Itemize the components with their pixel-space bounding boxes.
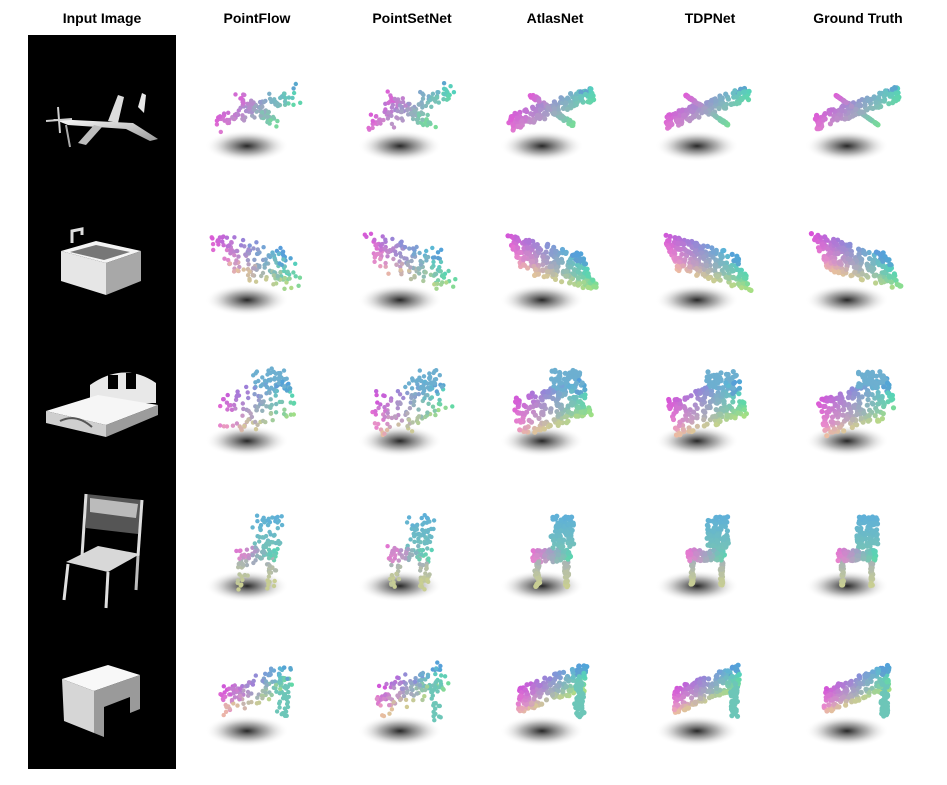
point-cloud-chair-atlasnet [500, 513, 584, 602]
point-cloud-chair-tdpnet [655, 514, 739, 602]
point-cloud-bed-pointflow [205, 366, 297, 457]
point-cloud-sink-pointflow [205, 234, 303, 316]
column-header-pointsetnet: PointSetNet [372, 10, 452, 26]
input-image-desk [62, 665, 140, 737]
point-cloud-airplane-pointflow [205, 81, 303, 162]
point-cloud-bed-groundtruth [805, 369, 897, 457]
point-cloud-airplane-atlasnet [500, 86, 597, 162]
input-image-panel [28, 35, 176, 769]
point-cloud-airplane-tdpnet [655, 85, 752, 162]
column-header-input-image: Input Image [62, 10, 142, 26]
point-cloud-desk-tdpnet [655, 662, 742, 747]
input-image-chair [62, 493, 144, 609]
point-cloud-sink-tdpnet [655, 232, 754, 316]
point-cloud-bed-tdpnet [655, 369, 750, 457]
point-cloud-chair-pointsetnet [358, 513, 442, 602]
point-cloud-airplane-groundtruth [805, 85, 902, 162]
point-cloud-desk-pointsetnet [358, 660, 451, 747]
point-cloud-airplane-pointsetnet [358, 81, 457, 162]
input-image-bed [46, 372, 158, 437]
point-cloud-bed-pointsetnet [358, 368, 455, 457]
input-image-sink [61, 227, 141, 295]
point-cloud-desk-pointflow [205, 665, 294, 747]
column-header-pointflow: PointFlow [223, 10, 291, 26]
point-cloud-chair-pointflow [205, 513, 289, 602]
point-cloud-chair-groundtruth [805, 514, 889, 602]
column-header-ground-truth: Ground Truth [813, 10, 903, 26]
column-header-atlasnet: AtlasNet [526, 10, 584, 26]
point-cloud-sink-groundtruth [805, 231, 904, 316]
input-image-airplane [45, 93, 158, 148]
point-cloud-bed-atlasnet [500, 367, 594, 457]
point-cloud-sink-pointsetnet [358, 231, 458, 316]
point-cloud-sink-atlasnet [500, 233, 599, 316]
point-cloud-desk-atlasnet [500, 663, 590, 747]
column-header-tdpnet: TDPNet [684, 10, 736, 26]
point-cloud-desk-groundtruth [805, 662, 892, 747]
